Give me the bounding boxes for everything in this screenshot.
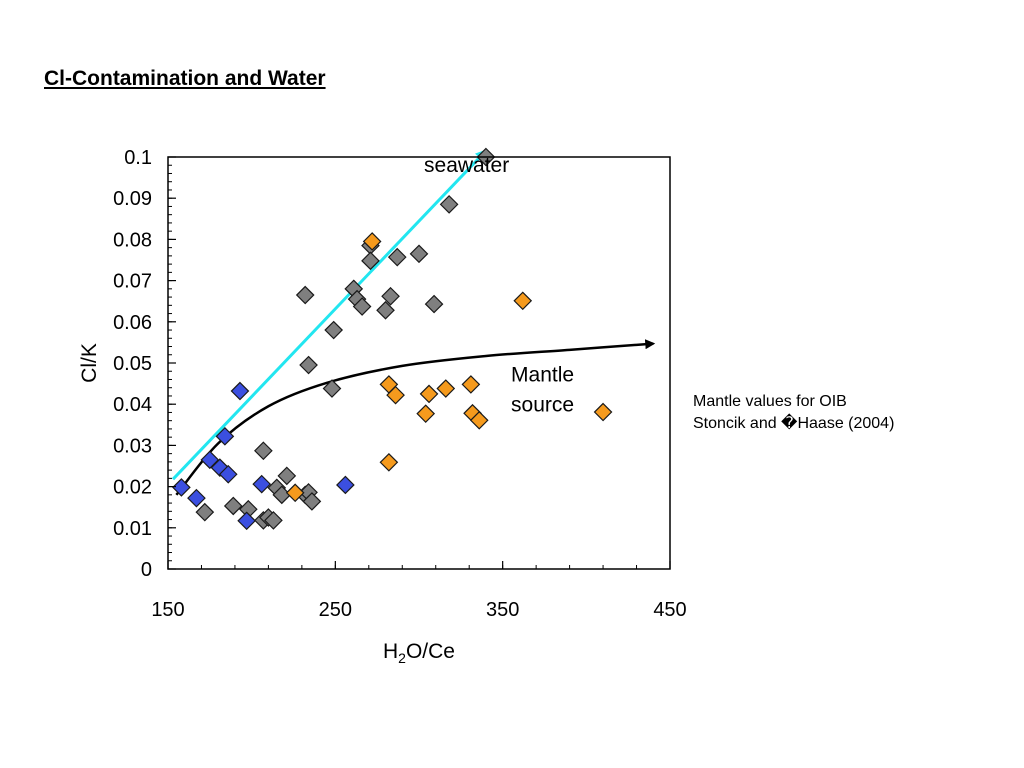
x-axis-title: H2O/Ce: [383, 640, 455, 666]
y-tick-label: 0.05: [113, 353, 152, 375]
data-point-s2-10: [593, 402, 613, 422]
data-point-s2-5: [436, 379, 456, 398]
seawater-label: seawater: [424, 154, 509, 177]
y-tick-label: 0.03: [113, 435, 152, 457]
data-point-s0-3: [409, 244, 429, 264]
y-tick-label: 0.09: [113, 188, 152, 210]
data-point-s1-4: [215, 426, 235, 446]
x-tick-label: 450: [653, 599, 686, 621]
data-point-s0-4: [387, 247, 407, 267]
data-point-s1-5: [218, 464, 238, 484]
slide-title: Cl-Contamination and Water: [44, 67, 326, 90]
mantle-label-line1: Mantle: [511, 364, 574, 387]
data-point-s0-22: [264, 511, 283, 530]
data-point-s0-14: [299, 355, 318, 375]
data-point-s1-1: [187, 488, 206, 508]
y-tick-label: 0.07: [113, 271, 152, 293]
data-point-s2-6: [461, 375, 481, 394]
data-point-s1-8: [252, 474, 272, 494]
y-tick-label: 0.1: [124, 147, 152, 169]
data-point-s0-10: [352, 297, 372, 316]
y-tick-label: 0.02: [113, 477, 152, 499]
data-point-s0-6: [295, 285, 315, 305]
data-point-s2-0: [362, 232, 382, 251]
data-point-s0-18: [223, 496, 243, 516]
data-point-s0-16: [254, 441, 273, 461]
data-point-s1-7: [237, 511, 256, 531]
data-point-s2-1: [513, 291, 533, 311]
data-point-s0-12: [424, 294, 444, 314]
data-point-s2-12: [285, 483, 305, 503]
data-point-s1-6: [230, 381, 250, 401]
x-tick-label: 150: [151, 599, 184, 621]
note-line-1: Mantle values for OIB: [693, 393, 847, 410]
seawater-arrow: [171, 149, 488, 481]
data-point-s0-9: [381, 286, 400, 306]
y-axis-title: Cl/K: [78, 343, 101, 383]
data-point-s0-15: [322, 379, 342, 398]
data-point-s2-4: [419, 384, 439, 404]
data-point-s0-13: [324, 320, 344, 340]
mantle-label-line2: source: [511, 394, 574, 417]
data-point-s0-1: [439, 195, 459, 214]
data-point-s0-11: [376, 300, 395, 320]
y-tick-label: 0.06: [113, 312, 152, 334]
mantle-values-note: Mantle values for OIB Stoncik and �Haase…: [693, 391, 894, 435]
mantle-source-curve: [175, 339, 656, 496]
data-point-s2-9: [469, 410, 489, 430]
data-point-s1-9: [336, 475, 355, 495]
data-point-s1-2: [200, 450, 220, 470]
data-point-s2-11: [379, 452, 399, 472]
data-point-s0-5: [361, 251, 380, 271]
y-tick-label: 0: [141, 559, 152, 581]
data-point-s2-7: [416, 404, 436, 424]
y-tick-label: 0.01: [113, 518, 152, 540]
data-point-s2-3: [386, 385, 405, 405]
x-tick-label: 250: [319, 599, 352, 621]
data-point-s0-28: [302, 492, 322, 511]
data-point-s1-0: [172, 478, 191, 497]
y-tick-label: 0.04: [113, 394, 152, 416]
note-line-2: Stoncik and �Haase (2004): [693, 415, 895, 432]
data-point-s0-25: [277, 466, 297, 486]
x-tick-label: 350: [486, 599, 519, 621]
y-tick-label: 0.08: [113, 229, 152, 251]
data-point-s0-17: [195, 502, 215, 522]
